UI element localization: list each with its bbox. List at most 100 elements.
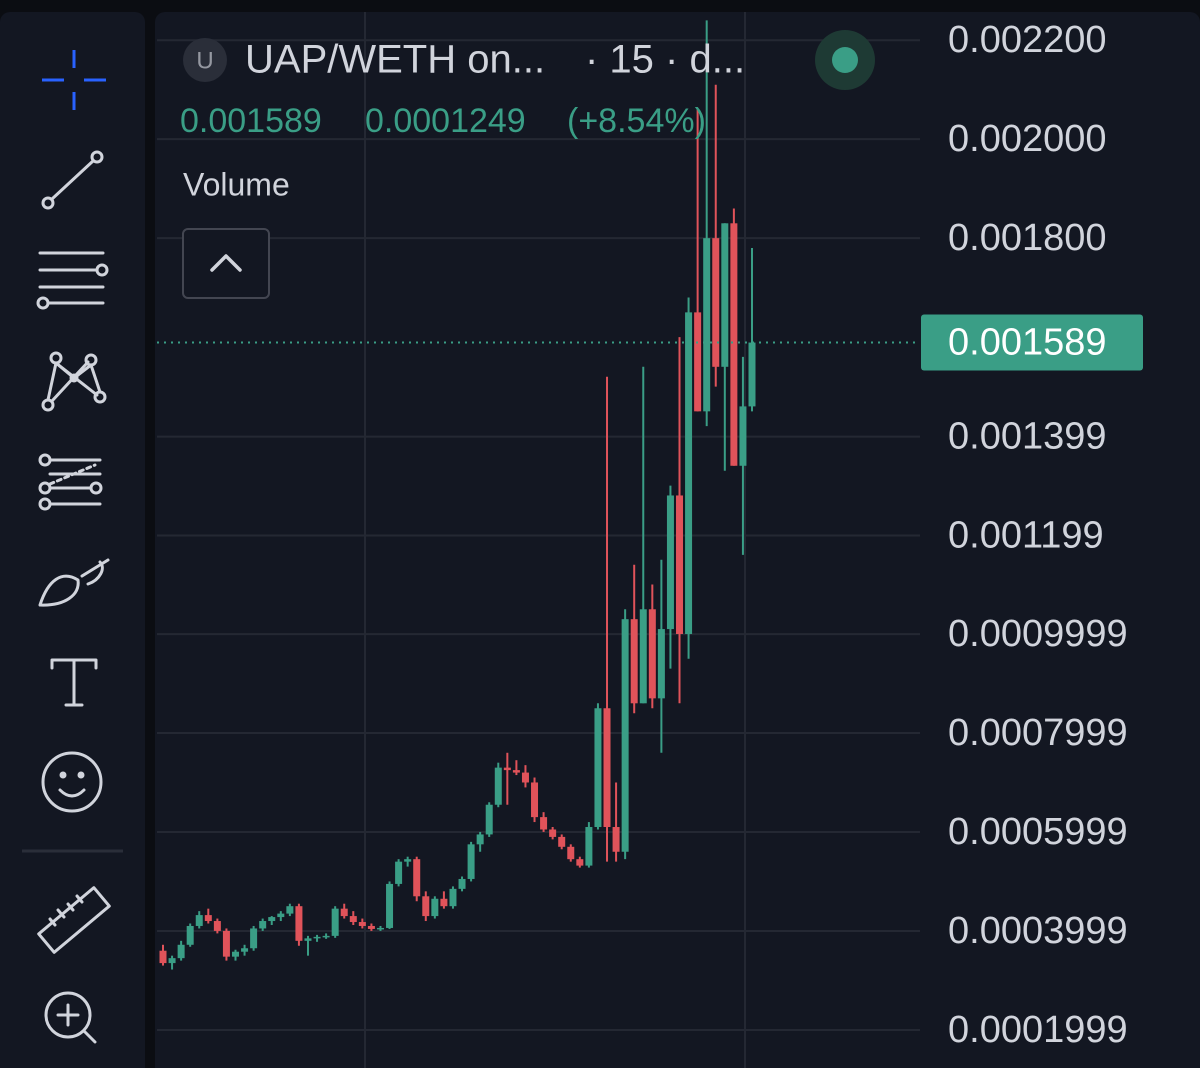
candle-body [694, 312, 702, 412]
plot [157, 12, 920, 1068]
candle-body [703, 238, 711, 412]
candle-body [521, 772, 529, 783]
y-tick-label: 0.0003999 [948, 910, 1128, 952]
candle-body [422, 896, 430, 917]
candle-body [331, 908, 339, 936]
symbol-initial: U [196, 47, 213, 74]
y-tick-label: 0.0009999 [948, 613, 1128, 655]
candle-body [612, 827, 620, 852]
y-tick-label: 0.001199 [948, 515, 1104, 557]
candle-body [395, 861, 403, 884]
emoji-tool[interactable] [41, 751, 103, 813]
candle-body [404, 859, 412, 862]
candle-body [313, 936, 321, 939]
candle-body [349, 916, 357, 923]
candle-body [431, 898, 439, 917]
y-tick-label: 0.001399 [948, 416, 1107, 458]
candle-body [621, 619, 629, 852]
candle-body [630, 619, 638, 704]
last-price-label: 0.001589 [948, 322, 1107, 364]
indicator-label: Volume [183, 166, 290, 202]
candle-body [748, 342, 756, 407]
candle-body [159, 950, 167, 964]
candle-body [639, 609, 647, 704]
candle-body [177, 944, 185, 959]
symbol-badge [183, 38, 227, 82]
candle-body [340, 908, 348, 917]
candle-body [168, 958, 176, 964]
candle-body [250, 928, 258, 949]
collapse-button[interactable] [182, 228, 270, 299]
candle-body [286, 906, 294, 914]
last-price-tag [921, 314, 1143, 371]
candle-body [259, 921, 267, 929]
y-tick-label: 0.001800 [948, 217, 1107, 259]
candle-body [322, 935, 330, 938]
text-tool[interactable] [50, 658, 98, 707]
candle-body [476, 834, 484, 845]
candle-body [186, 925, 194, 945]
symbol-title[interactable]: UAP/WETH on... [245, 38, 545, 82]
candle-body [648, 609, 656, 699]
candle-body [213, 921, 221, 931]
candle-body [449, 888, 457, 907]
candle-body [531, 782, 539, 818]
candle-body [367, 925, 375, 929]
y-tick-label: 0.0001999 [948, 1009, 1128, 1051]
status-dot [832, 47, 858, 73]
candle-body [721, 223, 729, 367]
candle-body [685, 312, 693, 635]
crosshair-tool[interactable] [42, 50, 106, 110]
candle-body [512, 770, 520, 773]
candle-body [657, 629, 665, 699]
candle-body [413, 859, 421, 897]
candle-body [540, 817, 548, 830]
candle-body [503, 767, 511, 771]
y-tick-label: 0.0005999 [948, 811, 1128, 853]
candle-body [666, 495, 674, 630]
y-tick-label: 0.0007999 [948, 712, 1128, 754]
candle-body [549, 829, 557, 837]
candle-body [358, 922, 366, 926]
chevron-icon [210, 254, 242, 272]
ruler-tool[interactable] [37, 886, 111, 954]
candle-body [195, 915, 203, 926]
change-percent: (+8.54%) [567, 102, 706, 140]
candle-body [567, 846, 575, 860]
candle-body [730, 223, 738, 466]
y-tick-label: 0.002000 [948, 118, 1107, 160]
candle-body [458, 878, 466, 889]
horizontal-lines-tool[interactable] [36, 251, 109, 310]
interval[interactable]: · 15 · d... [585, 38, 745, 82]
candle-body [585, 827, 593, 866]
candle-body [304, 938, 312, 941]
candle-body [494, 767, 502, 805]
y-tick-label: 0.002200 [948, 19, 1107, 61]
close-value: 0.001589 [180, 102, 322, 140]
candle-body [231, 951, 239, 957]
candle-body [241, 948, 249, 952]
candle-body [594, 708, 602, 828]
candle-body [603, 708, 611, 828]
candle-body [712, 238, 720, 367]
candle-body [222, 930, 230, 957]
pattern-tool[interactable] [41, 351, 107, 412]
toolbar [0, 12, 145, 1068]
candle-body [386, 883, 394, 928]
fib-tool[interactable] [38, 453, 103, 511]
candle-body [467, 844, 475, 879]
candle-body [376, 927, 384, 930]
candle-body [676, 495, 684, 635]
candle-body [268, 917, 276, 922]
brush-tool[interactable] [38, 558, 110, 607]
candle-body [558, 836, 566, 847]
candle-body [204, 915, 212, 922]
trend-line-tool[interactable] [41, 150, 104, 210]
zoom-tool[interactable] [44, 991, 97, 1044]
change-value: 0.0001249 [365, 102, 526, 140]
candle-body [739, 406, 747, 466]
candle-body [277, 913, 285, 918]
candle-body [485, 804, 493, 835]
